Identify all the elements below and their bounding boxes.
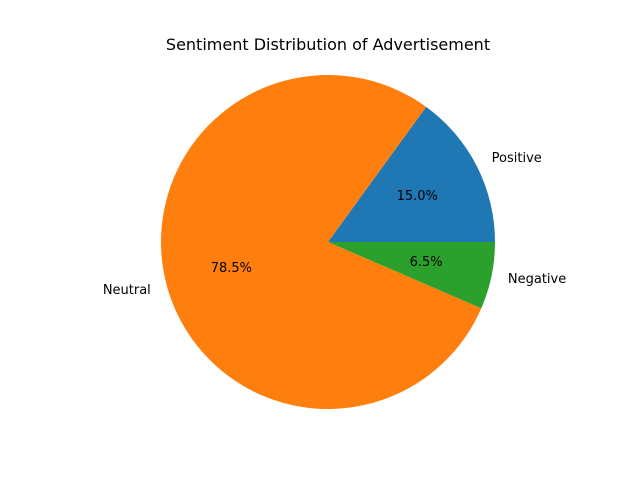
slice-label-positive: Positive [492, 151, 542, 166]
slice-percent-neutral: 78.5% [211, 261, 252, 276]
slice-label-neutral: Neutral [103, 283, 151, 298]
pie-slice-positive [328, 106, 495, 242]
pie-slices [161, 75, 495, 410]
pie-labels: Positive 15.0% Neutral 78.5% Negative 6.5% [103, 151, 566, 298]
pie-slice-neutral [161, 75, 482, 410]
pie-slice-negative [328, 242, 495, 309]
slice-percent-negative: 6.5% [410, 255, 443, 270]
slice-label-negative: Negative [508, 272, 566, 287]
chart-title: Sentiment Distribution of Advertisement [166, 35, 490, 54]
slice-percent-positive: 15.0% [397, 189, 438, 204]
